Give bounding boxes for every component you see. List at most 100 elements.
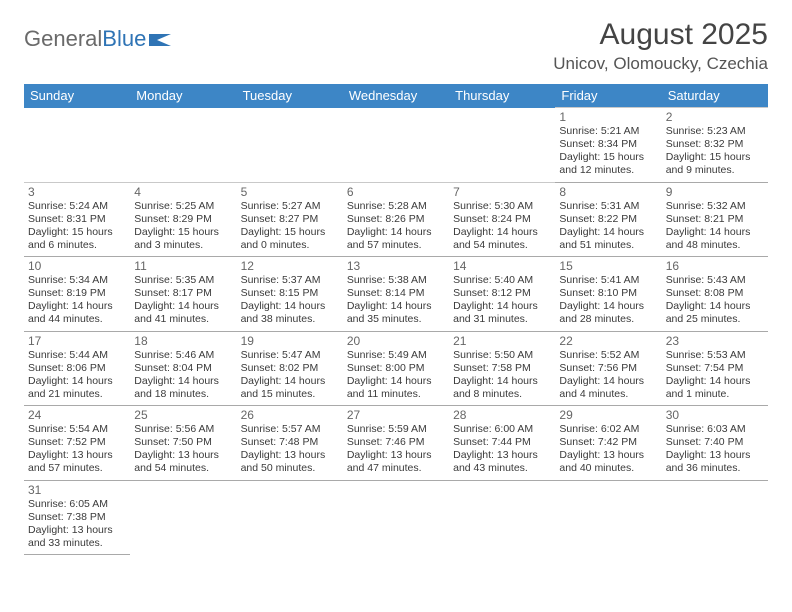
calendar-cell: 12Sunrise: 5:37 AMSunset: 8:15 PMDayligh… — [237, 257, 343, 332]
daylight-line: Daylight: 14 hours and 28 minutes. — [559, 300, 657, 326]
calendar-week: 10Sunrise: 5:34 AMSunset: 8:19 PMDayligh… — [24, 257, 768, 332]
daylight-line: Daylight: 14 hours and 31 minutes. — [453, 300, 551, 326]
daylight-line: Daylight: 14 hours and 48 minutes. — [666, 226, 764, 252]
daylight-line: Daylight: 14 hours and 15 minutes. — [241, 375, 339, 401]
daylight-line: Daylight: 14 hours and 8 minutes. — [453, 375, 551, 401]
sunset-line: Sunset: 8:04 PM — [134, 362, 232, 375]
page-header: GeneralBlue August 2025 Unicov, Olomouck… — [24, 18, 768, 74]
sunrise-line: Sunrise: 6:02 AM — [559, 423, 657, 436]
sunset-line: Sunset: 8:22 PM — [559, 213, 657, 226]
daylight-line: Daylight: 13 hours and 40 minutes. — [559, 449, 657, 475]
sunrise-line: Sunrise: 5:52 AM — [559, 349, 657, 362]
calendar-week: 3Sunrise: 5:24 AMSunset: 8:31 PMDaylight… — [24, 182, 768, 257]
sunrise-line: Sunrise: 5:46 AM — [134, 349, 232, 362]
day-number: 8 — [559, 185, 657, 200]
daylight-line: Daylight: 14 hours and 35 minutes. — [347, 300, 445, 326]
calendar-cell: 11Sunrise: 5:35 AMSunset: 8:17 PMDayligh… — [130, 257, 236, 332]
calendar-cell — [130, 108, 236, 183]
sunset-line: Sunset: 8:34 PM — [559, 138, 657, 151]
sunset-line: Sunset: 8:32 PM — [666, 138, 764, 151]
calendar-cell: 6Sunrise: 5:28 AMSunset: 8:26 PMDaylight… — [343, 182, 449, 257]
calendar-cell: 3Sunrise: 5:24 AMSunset: 8:31 PMDaylight… — [24, 182, 130, 257]
daylight-line: Daylight: 15 hours and 6 minutes. — [28, 226, 126, 252]
daylight-line: Daylight: 15 hours and 12 minutes. — [559, 151, 657, 177]
day-number: 20 — [347, 334, 445, 349]
sunrise-line: Sunrise: 5:24 AM — [28, 200, 126, 213]
calendar-cell: 26Sunrise: 5:57 AMSunset: 7:48 PMDayligh… — [237, 406, 343, 481]
day-number: 12 — [241, 259, 339, 274]
location-text: Unicov, Olomoucky, Czechia — [553, 54, 768, 74]
sunrise-line: Sunrise: 5:38 AM — [347, 274, 445, 287]
sunset-line: Sunset: 7:46 PM — [347, 436, 445, 449]
daylight-line: Daylight: 14 hours and 1 minute. — [666, 375, 764, 401]
day-number: 7 — [453, 185, 551, 200]
day-number: 30 — [666, 408, 764, 423]
calendar-cell: 28Sunrise: 6:00 AMSunset: 7:44 PMDayligh… — [449, 406, 555, 481]
daylight-line: Daylight: 14 hours and 44 minutes. — [28, 300, 126, 326]
daylight-line: Daylight: 14 hours and 18 minutes. — [134, 375, 232, 401]
day-number: 6 — [347, 185, 445, 200]
sunset-line: Sunset: 8:19 PM — [28, 287, 126, 300]
calendar-week: 31Sunrise: 6:05 AMSunset: 7:38 PMDayligh… — [24, 480, 768, 555]
brand-part1: General — [24, 26, 102, 52]
daylight-line: Daylight: 13 hours and 33 minutes. — [28, 524, 126, 550]
calendar-cell: 29Sunrise: 6:02 AMSunset: 7:42 PMDayligh… — [555, 406, 661, 481]
daylight-line: Daylight: 13 hours and 43 minutes. — [453, 449, 551, 475]
day-number: 11 — [134, 259, 232, 274]
sunrise-line: Sunrise: 6:03 AM — [666, 423, 764, 436]
calendar-cell: 24Sunrise: 5:54 AMSunset: 7:52 PMDayligh… — [24, 406, 130, 481]
calendar-cell: 15Sunrise: 5:41 AMSunset: 8:10 PMDayligh… — [555, 257, 661, 332]
daylight-line: Daylight: 14 hours and 4 minutes. — [559, 375, 657, 401]
daylight-line: Daylight: 15 hours and 9 minutes. — [666, 151, 764, 177]
sunrise-line: Sunrise: 5:40 AM — [453, 274, 551, 287]
daylight-line: Daylight: 13 hours and 36 minutes. — [666, 449, 764, 475]
day-number: 9 — [666, 185, 764, 200]
calendar-table: Sunday Monday Tuesday Wednesday Thursday… — [24, 84, 768, 555]
daylight-line: Daylight: 15 hours and 0 minutes. — [241, 226, 339, 252]
sunrise-line: Sunrise: 5:57 AM — [241, 423, 339, 436]
daylight-line: Daylight: 14 hours and 57 minutes. — [347, 226, 445, 252]
day-number: 1 — [559, 110, 657, 125]
sunset-line: Sunset: 8:27 PM — [241, 213, 339, 226]
day-number: 14 — [453, 259, 551, 274]
day-header: Friday — [555, 84, 661, 108]
day-number: 2 — [666, 110, 764, 125]
sunrise-line: Sunrise: 6:00 AM — [453, 423, 551, 436]
daylight-line: Daylight: 13 hours and 54 minutes. — [134, 449, 232, 475]
daylight-line: Daylight: 14 hours and 38 minutes. — [241, 300, 339, 326]
daylight-line: Daylight: 13 hours and 50 minutes. — [241, 449, 339, 475]
daylight-line: Daylight: 14 hours and 21 minutes. — [28, 375, 126, 401]
calendar-cell: 20Sunrise: 5:49 AMSunset: 8:00 PMDayligh… — [343, 331, 449, 406]
calendar-week: 17Sunrise: 5:44 AMSunset: 8:06 PMDayligh… — [24, 331, 768, 406]
sunrise-line: Sunrise: 5:50 AM — [453, 349, 551, 362]
calendar-cell: 5Sunrise: 5:27 AMSunset: 8:27 PMDaylight… — [237, 182, 343, 257]
calendar-cell: 10Sunrise: 5:34 AMSunset: 8:19 PMDayligh… — [24, 257, 130, 332]
calendar-cell: 21Sunrise: 5:50 AMSunset: 7:58 PMDayligh… — [449, 331, 555, 406]
day-number: 16 — [666, 259, 764, 274]
calendar-cell: 13Sunrise: 5:38 AMSunset: 8:14 PMDayligh… — [343, 257, 449, 332]
daylight-line: Daylight: 14 hours and 41 minutes. — [134, 300, 232, 326]
day-number: 3 — [28, 185, 126, 200]
daylight-line: Daylight: 14 hours and 51 minutes. — [559, 226, 657, 252]
calendar-cell: 25Sunrise: 5:56 AMSunset: 7:50 PMDayligh… — [130, 406, 236, 481]
day-header: Tuesday — [237, 84, 343, 108]
day-number: 27 — [347, 408, 445, 423]
sunset-line: Sunset: 7:40 PM — [666, 436, 764, 449]
day-header: Wednesday — [343, 84, 449, 108]
daylight-line: Daylight: 14 hours and 54 minutes. — [453, 226, 551, 252]
day-number: 24 — [28, 408, 126, 423]
sunset-line: Sunset: 7:44 PM — [453, 436, 551, 449]
sunrise-line: Sunrise: 5:44 AM — [28, 349, 126, 362]
calendar-cell — [130, 480, 236, 555]
sunrise-line: Sunrise: 5:34 AM — [28, 274, 126, 287]
day-number: 26 — [241, 408, 339, 423]
calendar-cell: 4Sunrise: 5:25 AMSunset: 8:29 PMDaylight… — [130, 182, 236, 257]
sunset-line: Sunset: 7:56 PM — [559, 362, 657, 375]
sunrise-line: Sunrise: 5:21 AM — [559, 125, 657, 138]
calendar-cell — [449, 108, 555, 183]
day-header-row: Sunday Monday Tuesday Wednesday Thursday… — [24, 84, 768, 108]
day-number: 28 — [453, 408, 551, 423]
day-number: 17 — [28, 334, 126, 349]
flag-icon — [149, 32, 173, 48]
sunset-line: Sunset: 7:50 PM — [134, 436, 232, 449]
